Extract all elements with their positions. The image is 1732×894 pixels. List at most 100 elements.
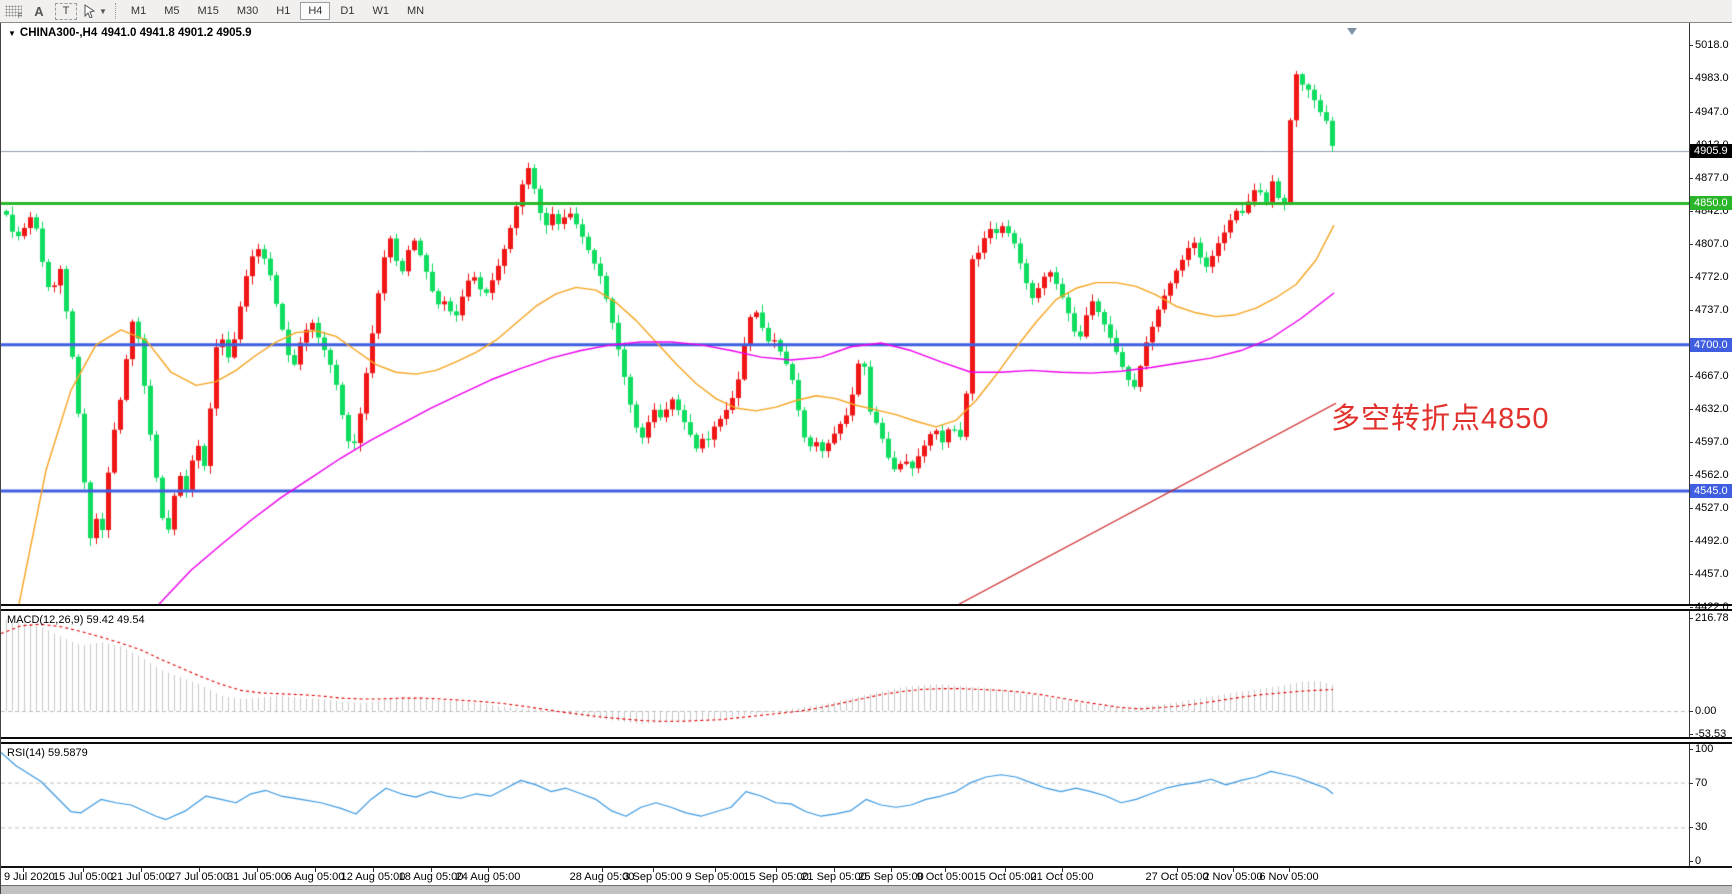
rsi-canvas[interactable] xyxy=(1,744,1690,866)
rsi-panel: RSI(14) 59.5879 100 70 30 0 xyxy=(1,743,1732,868)
text-label-icon[interactable]: A xyxy=(34,3,44,19)
time-axis-label: 21 Oct 05:00 xyxy=(1030,871,1094,883)
time-tick xyxy=(1233,868,1234,872)
time-tick xyxy=(1289,868,1290,872)
dotted-grid-icon xyxy=(4,5,22,17)
axis-tick xyxy=(1690,618,1693,619)
chart-stack: ▼ CHINA300-,H4 4941.0 4941.8 4901.2 4905… xyxy=(0,23,1732,894)
price-tag-4545.0: 4545.0 xyxy=(1690,484,1732,499)
time-axis-label: 24 Aug 05:00 xyxy=(455,871,521,883)
price-axis-label: 4667.0 xyxy=(1695,369,1729,382)
tf-button-M15[interactable]: M15 xyxy=(197,5,219,17)
grid-f-label: F xyxy=(17,12,23,20)
axis-tick xyxy=(1690,827,1693,828)
time-axis-label: 9 Oct 05:00 xyxy=(916,871,974,883)
timeframe-bar: M1 M5 M15 M30 H1 H4 D1 W1 MN xyxy=(123,2,432,20)
rsi-axis-label: 70 xyxy=(1695,776,1708,789)
toolbar-separator xyxy=(114,3,116,19)
price-axis-label: 4807.0 xyxy=(1695,237,1729,250)
time-axis-label: 31 Jul 05:00 xyxy=(227,871,287,883)
tf-button-D1[interactable]: D1 xyxy=(340,5,355,17)
time-tick xyxy=(945,868,946,872)
axis-tick xyxy=(1690,310,1693,311)
axis-tick xyxy=(1690,112,1693,113)
macd-panel: MACD(12,26,9) 59.42 49.54 216.78 0.00 -53.… xyxy=(1,611,1732,740)
time-axis-label: 27 Jul 05:00 xyxy=(169,871,229,883)
panel-separator[interactable] xyxy=(1,604,1732,611)
time-axis-label: 15 Sep 05:00 xyxy=(743,871,809,883)
macd-canvas[interactable] xyxy=(1,611,1690,737)
text-box-icon[interactable]: T xyxy=(55,2,77,20)
rsi-axis-label: 0 xyxy=(1695,855,1702,867)
price-tag-4700.0: 4700.0 xyxy=(1690,337,1732,352)
price-axis-label: 4562.0 xyxy=(1695,469,1729,481)
chart-title: ▼ CHINA300-,H4 4941.0 4941.8 4901.2 4905… xyxy=(8,27,252,39)
axis-tick xyxy=(1690,861,1693,862)
time-tick xyxy=(315,868,316,872)
price-tag-4850.0: 4850.0 xyxy=(1690,196,1732,211)
ohlc-values: 4941.0 4941.8 4901.2 4905.9 xyxy=(101,27,252,39)
axis-tick xyxy=(1690,211,1693,212)
time-tick xyxy=(834,868,835,872)
time-axis-label: 18 Aug 05:00 xyxy=(398,871,464,883)
price-axis-label: 5018.0 xyxy=(1695,39,1729,51)
price-axis[interactable]: 5018.04983.04947.04912.04877.04842.04807… xyxy=(1689,23,1732,613)
drawing-tools-button[interactable]: ▼ xyxy=(83,2,107,20)
tf-button-M30[interactable]: M30 xyxy=(236,5,259,17)
panel-separator[interactable] xyxy=(1,737,1732,744)
price-chart-canvas[interactable] xyxy=(1,23,1690,604)
time-axis-label: 3 Sep 05:00 xyxy=(623,871,683,883)
rsi-axis[interactable]: 100 70 30 0 xyxy=(1689,743,1732,867)
time-axis-label: 15 Oct 05:00 xyxy=(973,871,1037,883)
time-tick xyxy=(1005,868,1006,872)
time-tick xyxy=(715,868,716,872)
price-axis-label: 4527.0 xyxy=(1695,502,1729,514)
rsi-label: RSI(14) 59.5879 xyxy=(7,747,88,759)
macd-axis[interactable]: 216.78 0.00 -53.53 xyxy=(1689,611,1732,740)
time-axis-label: 21 Jul 05:00 xyxy=(111,871,171,883)
axis-tick xyxy=(1690,508,1693,509)
axis-tick xyxy=(1690,574,1693,575)
time-tick xyxy=(431,868,432,872)
axis-tick xyxy=(1690,749,1693,750)
axis-tick xyxy=(1690,244,1693,245)
price-axis-label: 4947.0 xyxy=(1695,105,1729,118)
rsi-axis-label: 100 xyxy=(1695,743,1714,755)
tf-button-H4[interactable]: H4 xyxy=(300,2,331,20)
tf-button-M5[interactable]: M5 xyxy=(164,5,180,17)
macd-axis-label: 0.00 xyxy=(1695,705,1717,717)
time-tick xyxy=(23,868,24,872)
time-axis-label: 28 Aug 05:00 xyxy=(569,871,635,883)
main-chart-panel: ▼ CHINA300-,H4 4941.0 4941.8 4901.2 4905… xyxy=(1,23,1732,613)
symbol-timeframe-label: CHINA300-,H4 xyxy=(19,27,98,39)
tf-button-W1[interactable]: W1 xyxy=(372,5,389,17)
macd-label: MACD(12,26,9) 59.42 49.54 xyxy=(7,614,145,626)
time-tick xyxy=(488,868,489,872)
top-toolbar: F A T ▼ M1 M5 M15 M30 H1 H4 D1 W1 MN xyxy=(0,0,1732,23)
price-axis-label: 4632.0 xyxy=(1695,402,1729,415)
tf-button-MN[interactable]: MN xyxy=(406,5,425,17)
tf-button-M1[interactable]: M1 xyxy=(130,5,147,17)
price-axis-label: 4597.0 xyxy=(1695,436,1729,448)
axis-tick xyxy=(1690,541,1693,542)
axis-tick xyxy=(1690,734,1693,735)
price-axis-label: 4983.0 xyxy=(1695,72,1729,84)
tf-button-H1[interactable]: H1 xyxy=(276,5,291,17)
bottom-strip xyxy=(1,885,1732,894)
time-axis-label: 2 Nov 05:00 xyxy=(1203,871,1263,883)
time-axis-label: 6 Nov 05:00 xyxy=(1259,871,1319,883)
price-tag-4905.9: 4905.9 xyxy=(1690,143,1732,158)
time-tick xyxy=(776,868,777,872)
symbol-dropdown-icon: ▼ xyxy=(8,28,16,38)
axis-tick xyxy=(1690,277,1693,278)
axis-tick xyxy=(1690,409,1693,410)
axis-tick xyxy=(1690,711,1693,712)
scroll-end-marker-icon xyxy=(1347,28,1357,35)
annotation-text[interactable]: 多空转折点4850 xyxy=(1331,403,1550,435)
axis-tick xyxy=(1690,475,1693,476)
time-axis[interactable]: 9 Jul 2020 15 Jul 05:00 21 Jul 05:00 27 Jul… xyxy=(1,868,1732,885)
axis-tick xyxy=(1690,78,1693,79)
chart-grid-f-icon[interactable]: F xyxy=(3,2,23,20)
time-tick xyxy=(373,868,374,872)
price-axis-label: 4492.0 xyxy=(1695,535,1729,548)
